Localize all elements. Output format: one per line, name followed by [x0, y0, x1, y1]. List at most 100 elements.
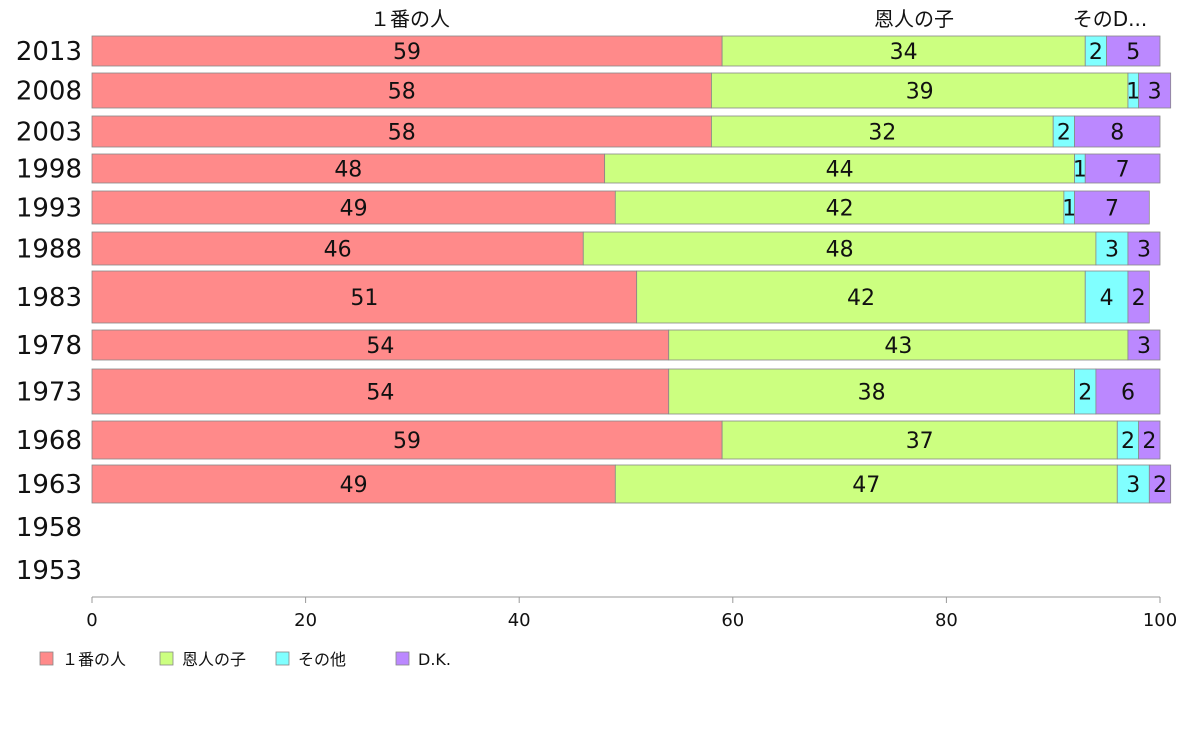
legend-label: その他 [298, 650, 346, 669]
legend-swatch [275, 651, 290, 666]
bar-value-label: 2 [1089, 40, 1103, 65]
bar-value-label: 44 [826, 158, 854, 183]
legend-swatch [395, 651, 410, 666]
bar-value-label: 7 [1105, 197, 1119, 222]
category-label: 1968 [16, 426, 82, 456]
bar-segment [91, 368, 670, 415]
bar-segment [91, 420, 723, 460]
x-tick-label: 0 [86, 610, 97, 631]
bar-segment [1138, 72, 1172, 109]
bar-value-label: 2 [1057, 121, 1071, 146]
bar-value-label: 3 [1105, 238, 1119, 263]
x-tick-label: 80 [935, 610, 958, 631]
bar-segment [91, 115, 712, 148]
bar-value-label: 59 [393, 40, 421, 65]
x-tick-label: 100 [1143, 610, 1177, 631]
category-label: 2008 [16, 77, 82, 107]
bar-segment [1106, 35, 1161, 67]
legend-swatch [39, 651, 54, 666]
bar-segment [91, 153, 606, 184]
x-tick-label: 40 [508, 610, 531, 631]
category-label: 1963 [16, 470, 82, 500]
category-label: 1958 [16, 513, 82, 543]
bar-value-label: 54 [366, 334, 394, 359]
bar-value-label: 42 [826, 197, 854, 222]
category-label: 1978 [16, 331, 82, 361]
bar-value-label: 37 [906, 429, 934, 454]
bar-value-label: 51 [350, 286, 378, 311]
bar-value-label: 3 [1137, 334, 1151, 359]
header-label: １番の人 [370, 7, 450, 31]
bar-segment [91, 35, 723, 67]
bar-segment [582, 231, 1097, 266]
bar-value-label: 6 [1121, 381, 1135, 406]
bar-value-label: 2 [1132, 286, 1146, 311]
bar-segment [91, 231, 584, 266]
category-label: 1998 [16, 155, 82, 185]
bar-value-label: 1 [1073, 158, 1087, 183]
bar-segment [1148, 464, 1172, 504]
legend-label: 恩人の子 [182, 650, 246, 669]
bar-value-label: 5 [1126, 40, 1140, 65]
category-label: 1953 [16, 556, 82, 586]
bar-segment [614, 464, 1118, 504]
category-label: 1988 [16, 235, 82, 265]
category-label: 2003 [16, 118, 82, 148]
bar-segment [1084, 153, 1161, 184]
bar-value-label: 4 [1100, 286, 1114, 311]
category-label: 1973 [16, 378, 82, 408]
category-label: 1983 [16, 283, 82, 313]
bar-value-label: 3 [1148, 80, 1162, 105]
bar-value-label: 2 [1142, 429, 1156, 454]
bar-value-label: 32 [868, 121, 896, 146]
legend-label: D.K. [418, 650, 451, 669]
bar-value-label: 48 [826, 238, 854, 263]
bar-value-label: 59 [393, 429, 421, 454]
bar-value-label: 49 [340, 197, 368, 222]
bar-segment [668, 329, 1129, 361]
bar-value-label: 34 [890, 40, 918, 65]
bar-segment [604, 153, 1075, 184]
bar-segment [1095, 231, 1129, 266]
header-label: そのD... [1073, 7, 1147, 31]
bar-value-label: 3 [1126, 473, 1140, 498]
bar-value-label: 58 [388, 121, 416, 146]
bar-segment [91, 329, 670, 361]
bar-segment [1138, 420, 1161, 460]
bar-segment [614, 190, 1065, 225]
category-label: 2013 [16, 37, 82, 67]
bar-value-label: 3 [1137, 238, 1151, 263]
bar-segment [1127, 231, 1161, 266]
x-tick-label: 20 [294, 610, 317, 631]
bar-value-label: 58 [388, 80, 416, 105]
bar-segment [1095, 368, 1161, 415]
bar-value-label: 2 [1121, 429, 1135, 454]
bar-value-label: 54 [366, 381, 394, 406]
bar-segment [1127, 329, 1161, 361]
bar-segment [721, 35, 1086, 67]
bar-value-label: 2 [1153, 473, 1167, 498]
bar-segment [1084, 270, 1129, 324]
bar-value-label: 2 [1078, 381, 1092, 406]
category-label: 1993 [16, 194, 82, 224]
bar-value-label: 48 [334, 158, 362, 183]
bar-value-label: 1 [1062, 197, 1076, 222]
bar-segment [1074, 190, 1150, 225]
bar-value-label: 43 [884, 334, 912, 359]
bar-segment [91, 72, 712, 109]
bar-segment [1127, 270, 1150, 324]
bar-value-label: 47 [852, 473, 880, 498]
bar-value-label: 42 [847, 286, 875, 311]
bar-value-label: 39 [906, 80, 934, 105]
bar-value-label: 7 [1116, 158, 1130, 183]
legend-label: １番の人 [62, 650, 126, 669]
bar-segment [636, 270, 1086, 324]
bar-segment [711, 72, 1129, 109]
bar-value-label: 46 [324, 238, 352, 263]
bar-segment [668, 368, 1075, 415]
bar-value-label: 38 [858, 381, 886, 406]
bar-segment [711, 115, 1054, 148]
bar-segment [91, 270, 638, 324]
bar-value-label: 49 [340, 473, 368, 498]
